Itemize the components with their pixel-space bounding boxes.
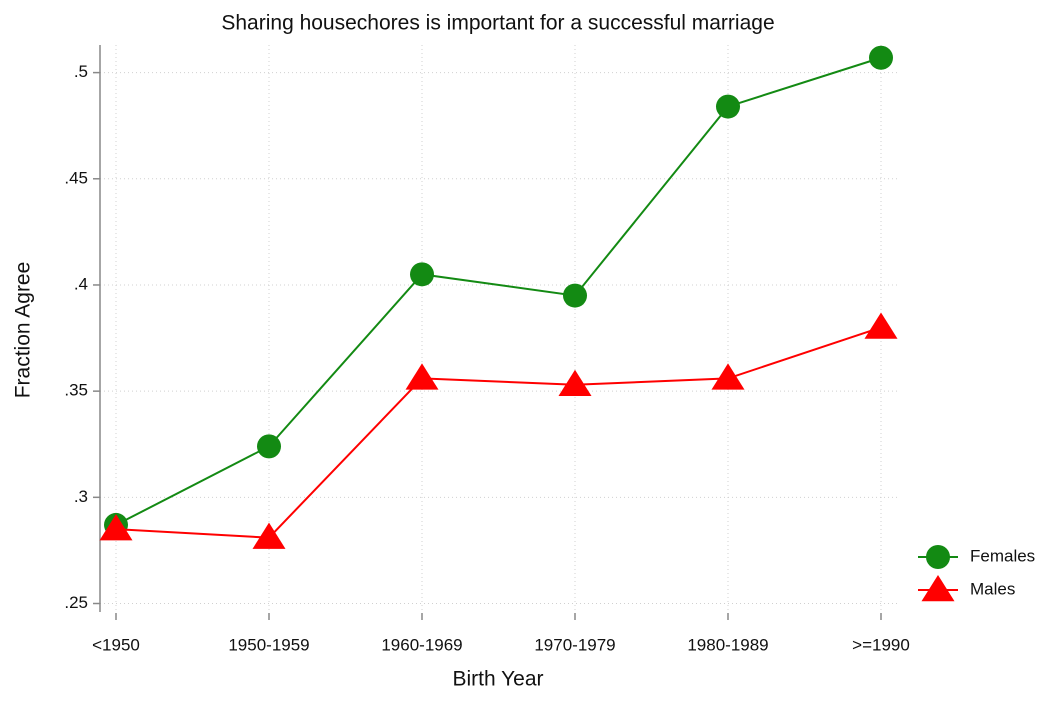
- x-tick-label: <1950: [92, 635, 140, 654]
- series-line: [115, 56, 882, 526]
- chart-title: Sharing housechores is important for a s…: [221, 12, 774, 35]
- y-axis-title: Fraction Agree: [12, 262, 35, 399]
- data-point: [558, 369, 592, 397]
- data-point: [99, 514, 133, 541]
- legend-symbol: [921, 575, 955, 602]
- x-tick-label: 1980-1989: [687, 635, 768, 654]
- x-tick-label: 1950-1959: [228, 635, 309, 654]
- series-line: [115, 326, 882, 539]
- y-tick-label: .45: [64, 168, 88, 187]
- data-point: [711, 363, 745, 390]
- legend-label: Males: [970, 579, 1015, 598]
- x-axis-title: Birth Year: [452, 668, 543, 691]
- legend-symbol: [926, 545, 950, 569]
- data-point: [869, 45, 893, 70]
- y-tick-label: .4: [74, 274, 88, 293]
- y-tick-label: .5: [74, 62, 88, 81]
- x-tick-label: 1960-1969: [381, 635, 462, 654]
- data-point: [257, 434, 281, 459]
- data-point: [410, 262, 434, 287]
- x-tick-label: >=1990: [852, 635, 910, 654]
- x-tick-label: 1970-1979: [534, 635, 615, 654]
- data-point: [864, 312, 898, 339]
- y-tick-label: .35: [64, 381, 88, 400]
- data-point: [716, 94, 740, 119]
- legend-label: Females: [970, 546, 1035, 565]
- y-tick-label: .25: [64, 593, 88, 612]
- data-point: [405, 363, 439, 390]
- data-point: [252, 522, 286, 549]
- data-point: [563, 283, 587, 308]
- y-tick-label: .3: [74, 487, 88, 506]
